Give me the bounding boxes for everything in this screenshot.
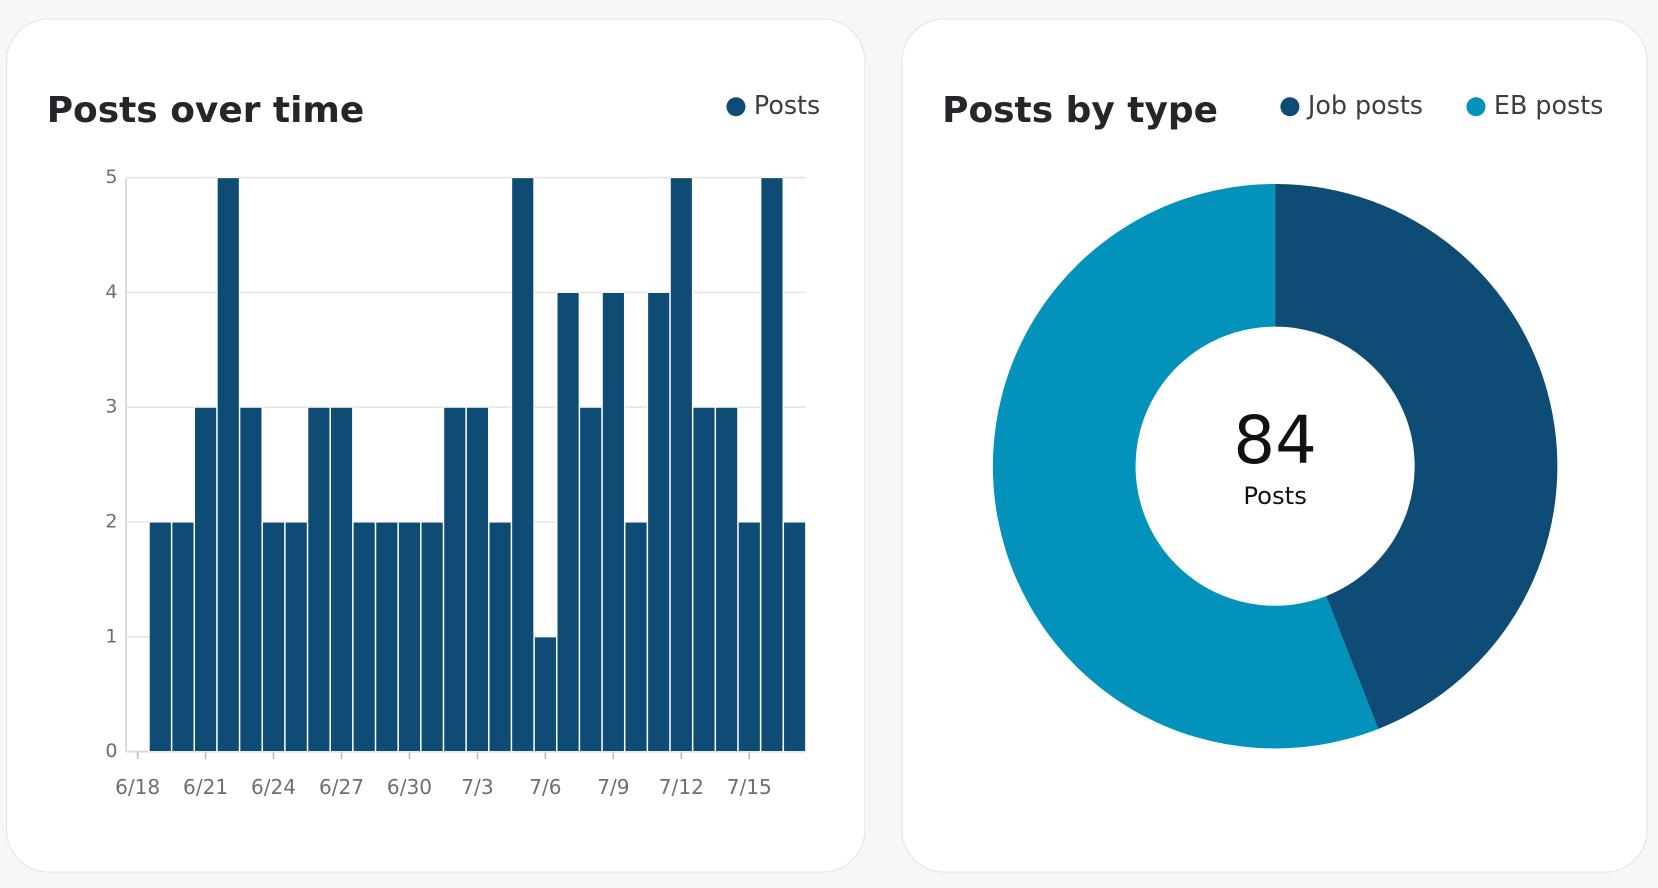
- legend-label: EB posts: [1494, 90, 1603, 120]
- bar: [375, 521, 399, 753]
- bar: [171, 521, 195, 753]
- x-tick-label: 7/6: [529, 775, 561, 799]
- bar: [352, 521, 376, 753]
- bar: [601, 291, 626, 753]
- bar: [737, 521, 761, 753]
- legend-marker: [726, 97, 746, 117]
- bar: [443, 406, 467, 753]
- bar: [511, 177, 535, 753]
- bar: [284, 521, 308, 753]
- bar: [579, 406, 603, 753]
- bar: [329, 406, 354, 753]
- bar: [715, 406, 739, 753]
- chart-title: Posts over time: [47, 90, 365, 131]
- y-tick-label: 1: [105, 625, 117, 647]
- x-tick-label: 6/24: [251, 775, 296, 799]
- bar: [760, 177, 784, 753]
- bar: [624, 521, 648, 753]
- bar: [420, 521, 444, 753]
- bar: [216, 177, 240, 753]
- legend-label: Job posts: [1306, 90, 1423, 120]
- x-tick-label: 6/18: [115, 775, 160, 799]
- bar: [193, 406, 218, 753]
- bar: [488, 521, 512, 753]
- bar: [669, 177, 693, 753]
- x-tick-label: 6/27: [319, 775, 364, 799]
- x-tick-label: 7/9: [597, 775, 629, 799]
- bar: [782, 521, 807, 753]
- y-tick-label: 3: [105, 396, 117, 418]
- legend-marker: [1466, 97, 1486, 117]
- center-label: Posts: [1243, 481, 1307, 510]
- bar: [239, 406, 263, 753]
- legend-marker: [1280, 97, 1300, 117]
- y-tick-label: 5: [105, 166, 117, 188]
- bar: [261, 521, 286, 753]
- y-tick-label: 2: [105, 511, 117, 533]
- donut-slice: [1275, 183, 1558, 729]
- x-tick-label: 6/30: [387, 775, 432, 799]
- bar: [647, 291, 671, 753]
- chart-title: Posts by type: [942, 90, 1218, 131]
- center-value: 84: [1233, 403, 1316, 479]
- bar: [465, 406, 490, 753]
- x-tick-label: 6/21: [183, 775, 228, 799]
- y-tick-label: 4: [105, 281, 117, 303]
- bar: [692, 406, 716, 753]
- y-tick-label: 0: [105, 740, 117, 762]
- legend-label: Posts: [754, 90, 820, 120]
- donut-slice: [992, 183, 1379, 749]
- bar: [533, 636, 558, 753]
- bar: [556, 291, 580, 753]
- x-tick-label: 7/12: [659, 775, 704, 799]
- bar: [148, 521, 172, 753]
- x-tick-label: 7/15: [727, 775, 772, 799]
- bar: [307, 406, 331, 753]
- bar: [397, 521, 422, 753]
- x-tick-label: 7/3: [461, 775, 493, 799]
